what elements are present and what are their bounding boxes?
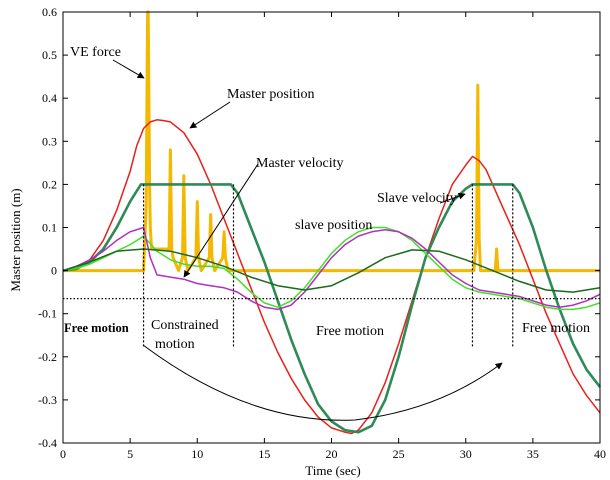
x-tick-label: 10 — [191, 447, 203, 461]
annotation-constrained: Constrained — [151, 318, 219, 333]
series-line-master_pos — [62, 119, 601, 435]
annotation-free-motion-3: Free motion — [522, 321, 590, 336]
series-line-master_vel — [62, 226, 601, 311]
y-tick-label: 0.3 — [42, 134, 57, 148]
y-tick-label: -0.1 — [38, 307, 57, 321]
annotation-master-position: Master position — [227, 87, 315, 102]
series-line-master_pos_slave — [62, 183, 602, 434]
y-tick-label: -0.3 — [38, 393, 57, 407]
y-tick-label: 0.6 — [42, 5, 57, 19]
arrow-slave-velocity — [439, 192, 466, 204]
y-tick-label: 0 — [51, 264, 57, 278]
x-tick-label: 5 — [127, 447, 133, 461]
x-tick-label: 15 — [258, 447, 270, 461]
y-tick-label: 0.2 — [42, 177, 57, 191]
y-tick-label: -0.2 — [38, 350, 57, 364]
arrow-master-position — [189, 101, 231, 129]
series-layer — [62, 10, 602, 435]
ticks-layer: 0 5 10 15 20 25 30 35 40 -0.4 -0.3 -0.2 -0.1 0 0.1 0.2 0… — [38, 5, 606, 461]
y-axis-label: Master position (m) — [8, 188, 23, 291]
arrow-master-velocity — [183, 163, 259, 278]
arrow-ve-force — [112, 59, 145, 79]
arrow-free-motion-curve — [142, 344, 503, 421]
annotation-ve-force: VE force — [70, 45, 121, 60]
series-line-slave_pos — [62, 248, 601, 293]
x-tick-label: 30 — [460, 447, 472, 461]
annotation-arrows — [112, 59, 503, 421]
markers-layer — [63, 184, 600, 349]
annotation-free-motion-2: Free motion — [316, 324, 384, 339]
x-axis-label: Time (sec) — [305, 463, 361, 478]
x-tick-label: 25 — [393, 447, 405, 461]
x-tick-label: 40 — [594, 447, 606, 461]
series-line-slave_vel — [62, 226, 601, 311]
annotation-master-velocity: Master velocity — [256, 156, 343, 171]
x-tick-label: 20 — [326, 447, 338, 461]
x-tick-label: 0 — [60, 447, 66, 461]
annotation-slave-velocity: Slave velocity — [377, 191, 457, 206]
y-tick-label: 0.5 — [42, 48, 57, 62]
annotation-motion: motion — [155, 337, 195, 352]
y-tick-label: 0.4 — [42, 91, 57, 105]
annotation-free-motion-1: Free motion — [64, 321, 129, 335]
x-tick-label: 35 — [527, 447, 539, 461]
y-tick-label: 0.1 — [42, 221, 57, 235]
annotation-slave-position: slave position — [295, 218, 372, 233]
y-tick-label: -0.4 — [38, 436, 57, 450]
